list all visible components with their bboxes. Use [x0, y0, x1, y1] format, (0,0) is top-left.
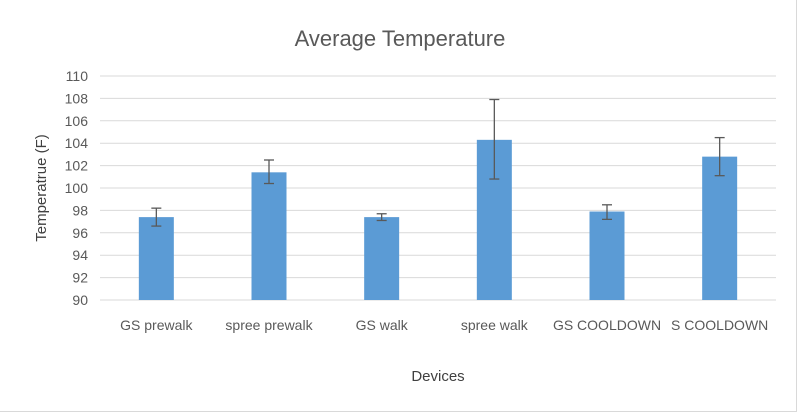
y-tick-label: 92 [72, 270, 88, 286]
bar [702, 156, 738, 300]
x-tick-label: spree walk [461, 317, 529, 333]
y-tick-label: 96 [72, 225, 88, 241]
bar [251, 172, 287, 300]
y-tick-label: 94 [72, 247, 88, 263]
y-tick-label: 102 [65, 158, 89, 174]
x-axis-label: Devices [411, 368, 464, 385]
x-tick-label: GS walk [356, 317, 409, 333]
x-tick-label: S COOLDOWN [671, 317, 768, 333]
y-tick-label: 108 [65, 90, 89, 106]
chart-title: Average Temperature [295, 26, 506, 51]
y-tick-label: 98 [72, 202, 88, 218]
y-tick-label: 90 [72, 292, 88, 308]
bar [138, 217, 174, 300]
bar [364, 217, 400, 300]
y-tick-label: 110 [66, 68, 89, 84]
y-tick-label: 106 [65, 113, 89, 129]
y-tick-label: 104 [65, 135, 89, 151]
y-tick-label: 100 [65, 180, 89, 196]
x-tick-label: GS prewalk [120, 317, 193, 333]
x-tick-label: spree prewalk [225, 317, 313, 333]
bar [589, 211, 625, 300]
y-axis-label: Temperatrue (F) [33, 134, 50, 242]
x-tick-label: GS COOLDOWN [553, 317, 661, 333]
